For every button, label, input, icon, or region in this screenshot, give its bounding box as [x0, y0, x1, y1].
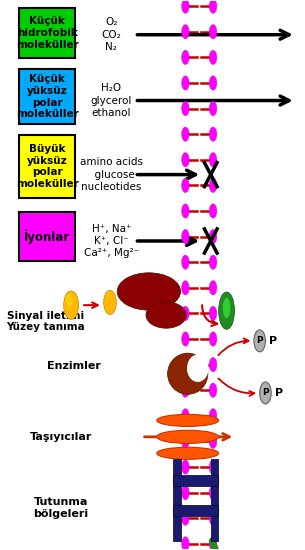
Ellipse shape	[146, 302, 186, 328]
Circle shape	[104, 290, 116, 315]
Circle shape	[182, 76, 189, 90]
Circle shape	[182, 486, 189, 500]
Circle shape	[182, 280, 189, 295]
FancyBboxPatch shape	[173, 475, 218, 486]
Circle shape	[182, 229, 189, 244]
Ellipse shape	[223, 298, 231, 318]
Ellipse shape	[157, 414, 219, 426]
Circle shape	[182, 383, 189, 397]
Circle shape	[182, 50, 189, 64]
FancyBboxPatch shape	[173, 459, 181, 541]
Circle shape	[209, 204, 217, 218]
Circle shape	[209, 229, 217, 244]
Ellipse shape	[187, 355, 209, 382]
Circle shape	[209, 280, 217, 295]
Circle shape	[182, 255, 189, 270]
Text: P: P	[262, 388, 269, 398]
Text: Büyük
yüksüz
polar
moleküller: Büyük yüksüz polar moleküller	[16, 144, 79, 189]
Circle shape	[254, 330, 265, 352]
Text: Tutunma
bölgeleri: Tutunma bölgeleri	[34, 497, 89, 519]
Circle shape	[182, 306, 189, 321]
Text: Küçük
hidrofobik
moleküller: Küçük hidrofobik moleküller	[16, 16, 79, 50]
Circle shape	[209, 306, 217, 321]
Circle shape	[182, 434, 189, 449]
Circle shape	[209, 101, 217, 116]
Circle shape	[209, 511, 217, 525]
FancyBboxPatch shape	[19, 8, 75, 58]
Text: H₂O
glycerol
ethanol: H₂O glycerol ethanol	[91, 83, 132, 118]
Text: P: P	[275, 388, 283, 398]
Circle shape	[209, 255, 217, 270]
FancyBboxPatch shape	[19, 135, 75, 198]
Circle shape	[209, 50, 217, 64]
Text: P: P	[257, 337, 263, 345]
Circle shape	[209, 460, 217, 474]
Circle shape	[182, 409, 189, 423]
FancyBboxPatch shape	[173, 505, 218, 516]
FancyBboxPatch shape	[211, 459, 218, 541]
Circle shape	[209, 383, 217, 397]
Circle shape	[182, 0, 189, 13]
Circle shape	[182, 25, 189, 39]
Circle shape	[209, 358, 217, 372]
FancyBboxPatch shape	[19, 69, 75, 124]
FancyBboxPatch shape	[19, 212, 75, 261]
Circle shape	[209, 25, 217, 39]
Text: Küçük
yüksüz
polar
moleküller: Küçük yüksüz polar moleküller	[16, 74, 79, 119]
Circle shape	[182, 127, 189, 141]
Circle shape	[260, 382, 271, 404]
Circle shape	[209, 127, 217, 141]
Circle shape	[64, 291, 79, 320]
Circle shape	[66, 294, 72, 305]
Circle shape	[209, 153, 217, 167]
Text: Sinyal iletimi
Yüzey tanıma: Sinyal iletimi Yüzey tanıma	[6, 311, 84, 332]
Ellipse shape	[157, 430, 219, 443]
Circle shape	[182, 101, 189, 116]
Circle shape	[182, 153, 189, 167]
Circle shape	[182, 204, 189, 218]
Circle shape	[182, 460, 189, 474]
Ellipse shape	[157, 447, 219, 459]
Circle shape	[209, 178, 217, 192]
Text: Taşıyıcılar: Taşıyıcılar	[30, 432, 92, 442]
Circle shape	[182, 511, 189, 525]
Circle shape	[182, 332, 189, 346]
Ellipse shape	[219, 292, 235, 329]
Circle shape	[209, 537, 217, 550]
Circle shape	[209, 0, 217, 13]
Text: H⁺, Na⁺
K⁺, Cl⁻
Ca²⁺, Mg²⁻: H⁺, Na⁺ K⁺, Cl⁻ Ca²⁺, Mg²⁻	[84, 224, 139, 258]
Circle shape	[182, 358, 189, 372]
Text: İyonlar: İyonlar	[24, 229, 70, 244]
Circle shape	[182, 537, 189, 550]
Text: O₂
CO₂
N₂: O₂ CO₂ N₂	[102, 17, 121, 52]
Circle shape	[209, 332, 217, 346]
Circle shape	[209, 76, 217, 90]
Text: amino acids
  glucose
nucleotides: amino acids glucose nucleotides	[80, 157, 143, 192]
Ellipse shape	[167, 353, 208, 394]
Circle shape	[182, 178, 189, 192]
Circle shape	[209, 434, 217, 449]
Text: Enzimler: Enzimler	[47, 360, 101, 371]
Ellipse shape	[117, 273, 181, 310]
Text: P: P	[269, 336, 277, 346]
Circle shape	[209, 409, 217, 423]
Circle shape	[209, 486, 217, 500]
